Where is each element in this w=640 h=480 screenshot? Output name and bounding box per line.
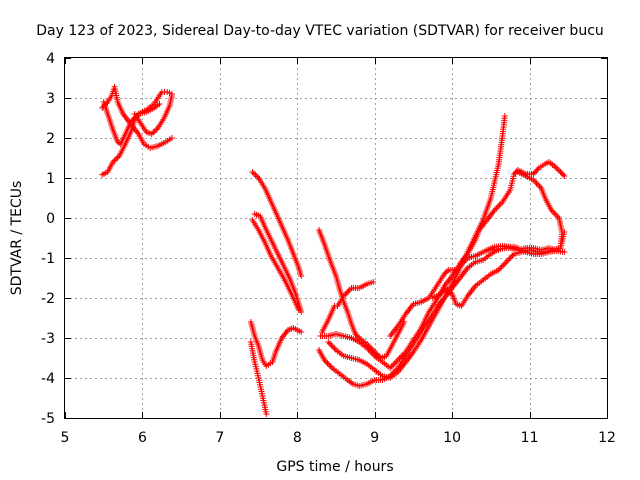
series-4	[131, 93, 175, 137]
series-markers	[100, 99, 163, 147]
series-markers	[507, 169, 566, 253]
series-markers	[387, 159, 568, 339]
series-18	[484, 243, 568, 257]
x-tick-label: 9	[370, 430, 379, 446]
series-markers	[249, 217, 302, 313]
series-markers	[131, 93, 175, 137]
series-13	[317, 246, 502, 371]
series-5	[249, 169, 305, 279]
series-markers	[484, 243, 568, 257]
chart-title: Day 123 of 2023, Sidereal Day-to-day VTE…	[36, 23, 604, 39]
y-tick-label: 1	[46, 171, 55, 187]
series-14	[325, 113, 508, 381]
series-markers	[319, 279, 377, 335]
x-tick-label: 5	[61, 430, 70, 446]
series-markers	[247, 319, 305, 369]
x-tick-label: 7	[215, 430, 224, 446]
x-tick-label: 8	[293, 430, 302, 446]
series-7	[249, 217, 302, 313]
series-11	[319, 279, 377, 335]
series-markers	[316, 227, 408, 361]
series-17	[507, 169, 566, 253]
series-3	[100, 99, 163, 147]
x-tick-label: 6	[138, 430, 147, 446]
series-markers	[249, 169, 305, 279]
y-tick-label: -2	[41, 291, 55, 307]
y-tick-label: -5	[41, 411, 55, 427]
series-markers	[247, 339, 270, 417]
y-tick-label: 0	[46, 211, 55, 227]
series-9	[247, 339, 270, 417]
x-tick-label: 10	[443, 430, 461, 446]
y-tick-label: -4	[41, 371, 55, 387]
y-tick-label: 4	[46, 51, 55, 67]
x-axis-label: GPS time / hours	[276, 459, 393, 475]
y-tick-label: 2	[46, 131, 55, 147]
grid	[65, 58, 607, 418]
x-tick-label: 12	[598, 430, 616, 446]
series-15	[387, 159, 568, 339]
series-markers	[325, 113, 508, 381]
y-tick-label: 3	[46, 91, 55, 107]
series-10	[316, 227, 408, 361]
data-series	[99, 83, 568, 417]
y-axis-label: SDTVAR / TECUs	[9, 181, 25, 296]
x-tick-label: 11	[521, 430, 539, 446]
series-8	[247, 319, 305, 369]
series-markers	[99, 83, 175, 151]
y-tick-label: -3	[41, 331, 55, 347]
y-tick-label: -1	[41, 251, 55, 267]
plot-frame	[64, 57, 608, 419]
